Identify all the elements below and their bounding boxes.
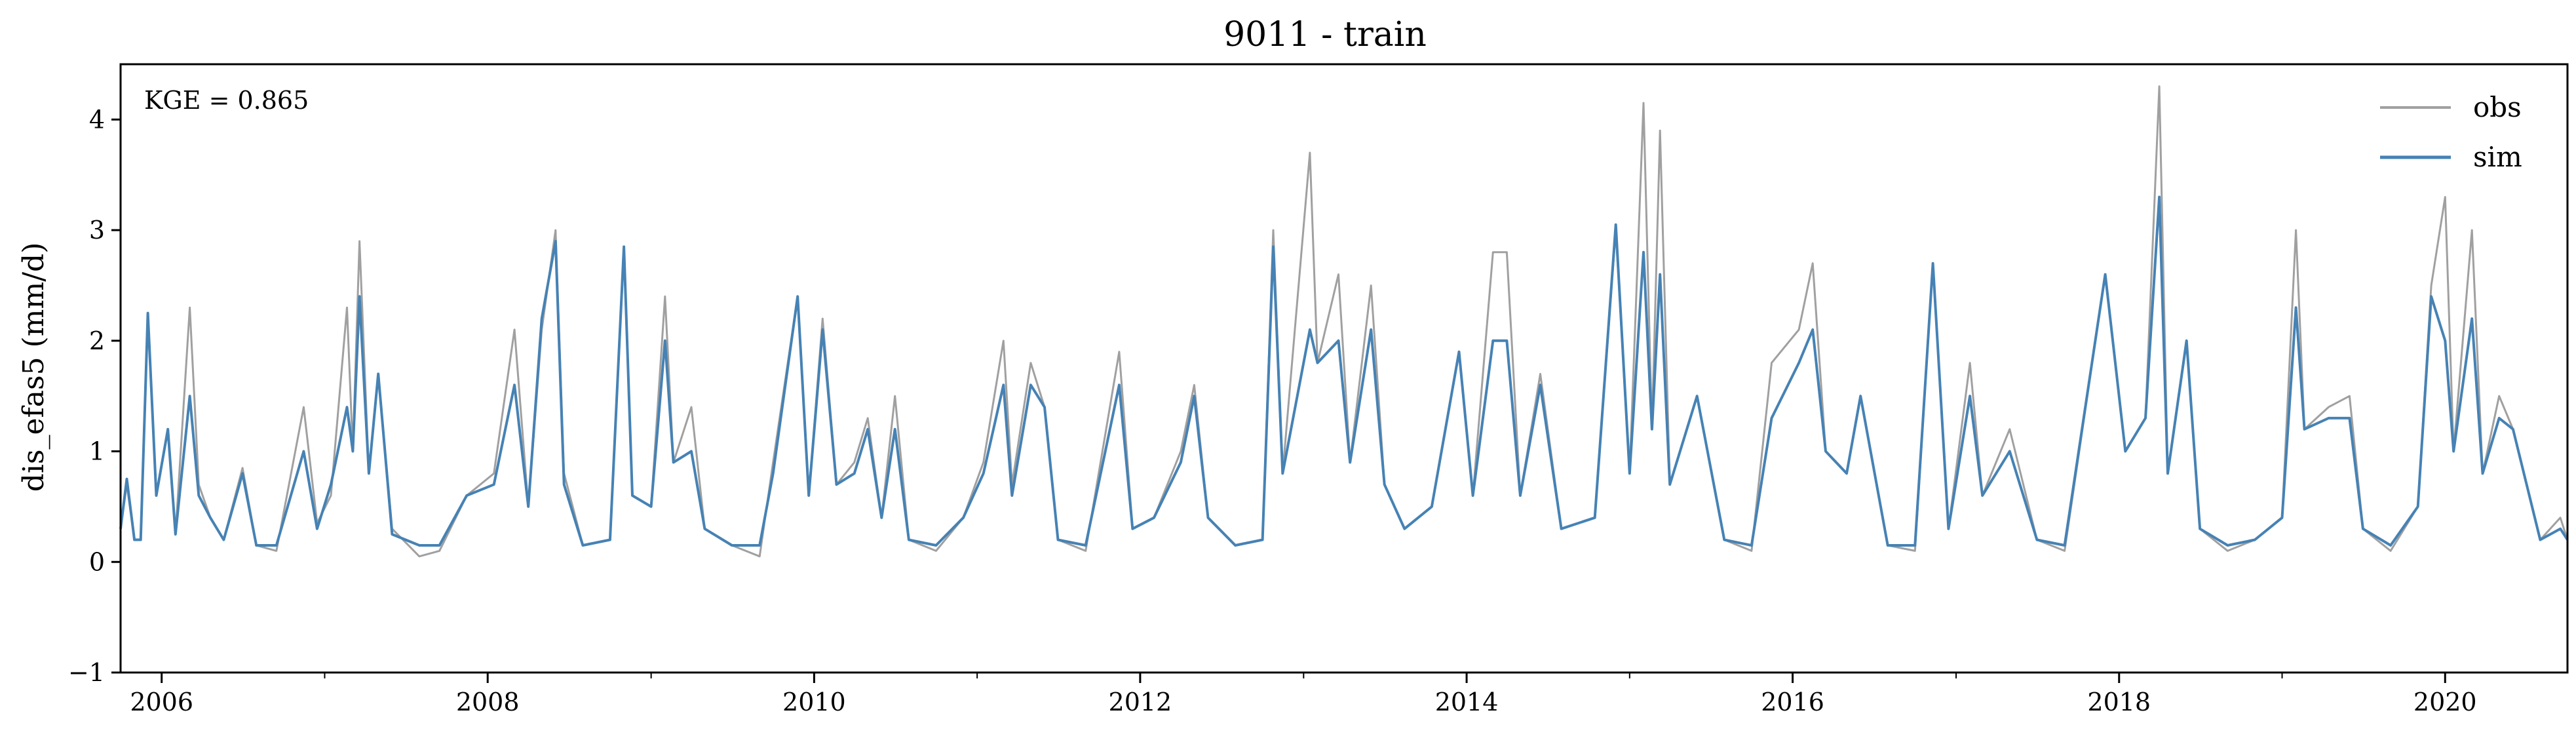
y-tick-label: 2 bbox=[89, 326, 105, 355]
x-tick-label: 2006 bbox=[130, 688, 193, 716]
x-tick-label: 2010 bbox=[782, 688, 846, 716]
legend: obs sim bbox=[2380, 91, 2522, 173]
x-tick-label: 2016 bbox=[1761, 688, 1824, 716]
y-tick-label: 0 bbox=[89, 547, 105, 576]
x-tick-label: 2012 bbox=[1109, 688, 1172, 716]
plot-frame bbox=[119, 63, 2569, 674]
x-tick-label: 2020 bbox=[2413, 688, 2477, 716]
legend-obs-label: obs bbox=[2473, 91, 2522, 123]
x-tick-label: 2014 bbox=[1435, 688, 1499, 716]
x-tick-label: 2008 bbox=[456, 688, 520, 716]
kge-annotation: KGE = 0.865 bbox=[144, 86, 309, 115]
axes: −1 0 1 2 3 4 2006 2008 2010 2012 2014 2016 2018 2020 bbox=[68, 105, 2477, 716]
series-line-sim bbox=[119, 195, 2569, 547]
y-tick-label: 3 bbox=[89, 216, 105, 244]
y-tick-label: −1 bbox=[68, 658, 105, 687]
x-tick-label: 2018 bbox=[2087, 688, 2151, 716]
y-tick-label: 4 bbox=[89, 105, 105, 134]
plot-area bbox=[119, 85, 2569, 558]
chart-title: 9011 - train bbox=[1223, 15, 1427, 54]
y-tick-label: 1 bbox=[89, 437, 105, 466]
legend-sim-label: sim bbox=[2473, 141, 2522, 173]
y-axis-label: dis_efas5 (mm/d) bbox=[17, 243, 50, 492]
